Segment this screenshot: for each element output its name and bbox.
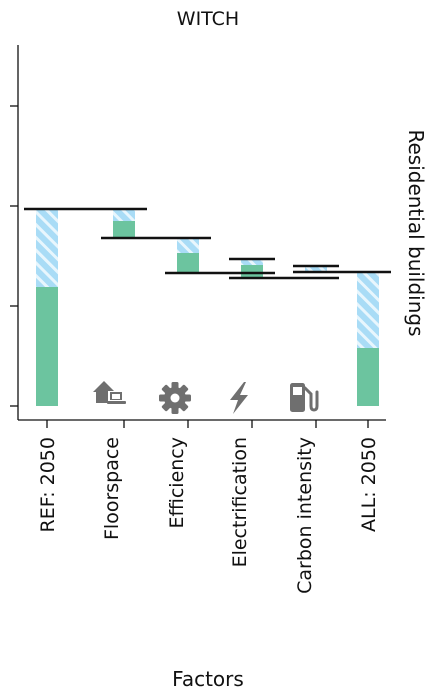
level-lines [24,207,391,280]
chart-title: WITCH [177,8,239,30]
x-axis-title: Factors [172,667,244,691]
bar-direct-2 [177,253,199,273]
bar-indirect-0 [36,209,58,287]
bar-indirect-3 [241,259,263,265]
fuel-pump-icon [290,383,319,412]
gear-icon [159,382,191,414]
tick-label-efficiency: Efficiency [166,437,188,529]
lightning-icon [230,382,248,414]
bar-direct-5 [357,348,379,406]
bar-direct-1 [113,221,135,238]
facet-label: Residential buildings [404,129,428,336]
tick-label-electrification: Electrification [229,437,251,567]
tick-label-carbon-intensity: Carbon intensity [294,437,316,594]
tick-label-all-2050: ALL: 2050 [358,437,380,532]
bars-group [36,209,379,406]
bar-indirect-5 [357,272,379,348]
x-ticks [46,420,369,428]
bar-indirect-4 [305,266,327,271]
tick-label-ref-2050: REF: 2050 [37,437,59,532]
house-laptop-icon [93,381,126,404]
bar-direct-3 [241,265,263,278]
bar-indirect-1 [113,209,135,221]
tick-label-floorspace: Floorspace [101,437,123,540]
bar-direct-0 [36,287,58,406]
bar-indirect-2 [177,238,199,253]
y-ticks [10,105,18,407]
